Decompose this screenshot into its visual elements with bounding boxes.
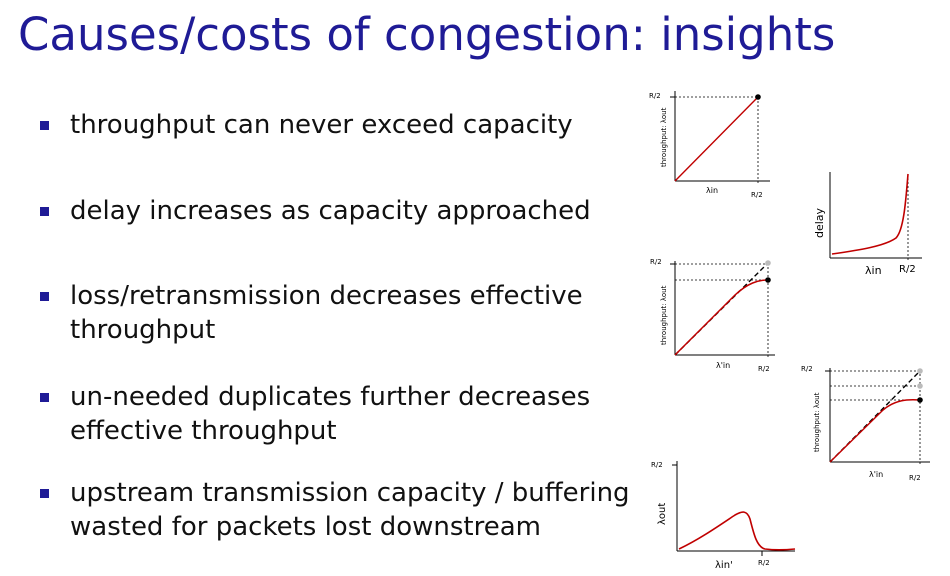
x-tick-label: R/2 bbox=[909, 474, 921, 482]
bullet-line: delay increases as capacity approached bbox=[70, 196, 591, 226]
x-axis-label: λin bbox=[865, 264, 882, 277]
duplicates-chart: R/2 R/2 λ'in throughput: λout bbox=[801, 365, 930, 482]
bullet-line: loss/retransmission decreases effective bbox=[70, 281, 583, 311]
capacity-point bbox=[755, 94, 761, 100]
bullet-line: throughput bbox=[70, 315, 216, 345]
throughput-line bbox=[674, 96, 759, 182]
retransmit-point bbox=[917, 383, 923, 389]
throughput-chart: R/2 R/2 λin throughput: λout bbox=[649, 91, 770, 199]
ideal-point bbox=[765, 260, 771, 266]
x-axis-label: λin bbox=[706, 186, 718, 195]
actual-point bbox=[765, 277, 771, 283]
bullet-item: delay increases as capacity approached bbox=[40, 194, 660, 228]
bullet-marker bbox=[40, 207, 49, 216]
delay-chart: delay λin R/2 bbox=[813, 172, 922, 277]
bullet-line: effective throughput bbox=[70, 416, 337, 446]
y-tick-label: R/2 bbox=[801, 365, 813, 373]
actual-throughput-curve bbox=[674, 279, 769, 356]
bullet-marker bbox=[40, 121, 49, 130]
actual-point bbox=[917, 397, 923, 403]
retransmission-chart: R/2 R/2 λ'in throughput: λout bbox=[650, 258, 775, 373]
x-tick-label: R/2 bbox=[751, 191, 763, 199]
ideal-point bbox=[917, 368, 923, 374]
bullet-item: throughput can never exceed capacity bbox=[40, 108, 660, 142]
bullet-item: upstream transmission capacity / bufferi… bbox=[40, 476, 660, 544]
x-tick-label: R/2 bbox=[899, 264, 916, 275]
bullet-line: wasted for packets lost downstream bbox=[70, 512, 541, 542]
y-axis-label: throughput: λout bbox=[813, 392, 821, 452]
y-axis-label: delay bbox=[813, 207, 826, 238]
bullet-marker bbox=[40, 393, 49, 402]
throughput-curve bbox=[678, 511, 796, 551]
x-axis-label: λ'in bbox=[716, 361, 730, 370]
slide-title: Causes/costs of congestion: insights bbox=[18, 8, 836, 61]
x-axis-label: λin' bbox=[715, 560, 733, 571]
actual-throughput-curve bbox=[829, 398, 921, 463]
upstream-waste-chart: R/2 R/2 λin' λout bbox=[651, 461, 796, 571]
bullet-item: loss/retransmission decreases effective … bbox=[40, 279, 660, 347]
bullet-line: upstream transmission capacity / bufferi… bbox=[70, 478, 630, 508]
x-tick-label: R/2 bbox=[758, 559, 770, 567]
bullet-item: un-needed duplicates further decreases e… bbox=[40, 380, 660, 448]
y-axis-label: λout bbox=[657, 503, 668, 525]
y-tick-label: R/2 bbox=[649, 92, 661, 100]
bullet-marker bbox=[40, 292, 49, 301]
y-axis-label: throughput: λout bbox=[660, 107, 668, 167]
bullet-line: un-needed duplicates further decreases bbox=[70, 382, 591, 412]
delay-curve bbox=[831, 173, 909, 255]
bullet-line: throughput can never exceed capacity bbox=[70, 110, 573, 140]
y-tick-label: R/2 bbox=[650, 258, 662, 266]
y-axis-label: throughput: λout bbox=[660, 285, 668, 345]
y-tick-label: R/2 bbox=[651, 461, 663, 469]
bullet-marker bbox=[40, 489, 49, 498]
x-axis-label: λ'in bbox=[869, 470, 883, 479]
ideal-throughput-line bbox=[829, 370, 921, 463]
x-tick-label: R/2 bbox=[758, 365, 770, 373]
